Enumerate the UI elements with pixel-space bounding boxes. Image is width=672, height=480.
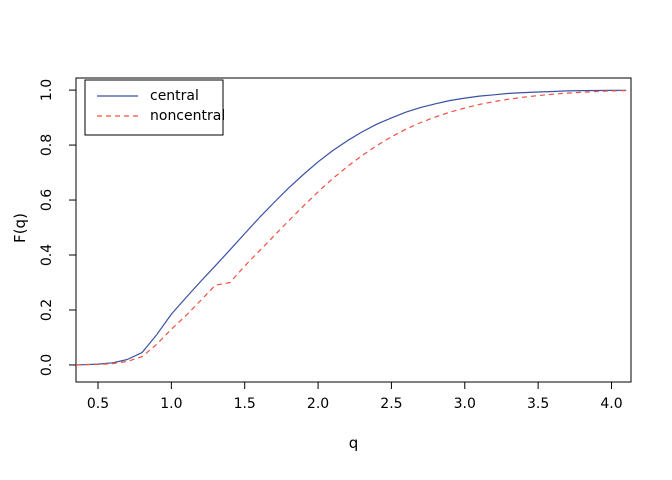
y-axis-title: F(q) (11, 213, 29, 243)
legend-label-central: central (150, 88, 199, 104)
x-tick-label-3.5: 3.5 (526, 396, 550, 412)
y-tick-label-0.6: 0.6 (39, 188, 55, 212)
series-line-noncentral (75, 90, 627, 366)
y-tick-label-0.2: 0.2 (39, 298, 55, 322)
x-tick-label-1.5: 1.5 (233, 396, 256, 412)
y-tick-label-0.0: 0.0 (39, 353, 55, 377)
plot-box (75, 77, 632, 383)
y-tick-label-0.8: 0.8 (39, 133, 55, 157)
legend-box (84, 79, 224, 136)
x-tick-label-3.0: 3.0 (453, 396, 476, 412)
x-tick-label-2.0: 2.0 (306, 396, 330, 412)
y-tick-label-1.0: 1.0 (39, 78, 55, 102)
x-tick-label-0.5: 0.5 (86, 396, 110, 412)
x-tick-label-2.5: 2.5 (380, 396, 403, 412)
series-line-central (75, 89, 627, 366)
x-tick-label-4.0: 4.0 (600, 396, 623, 412)
y-tick-label-0.4: 0.4 (39, 243, 55, 267)
legend-label-noncentral: noncentral (150, 108, 226, 124)
x-tick-label-1.0: 1.0 (160, 396, 183, 412)
x-axis-title: q (348, 434, 359, 452)
